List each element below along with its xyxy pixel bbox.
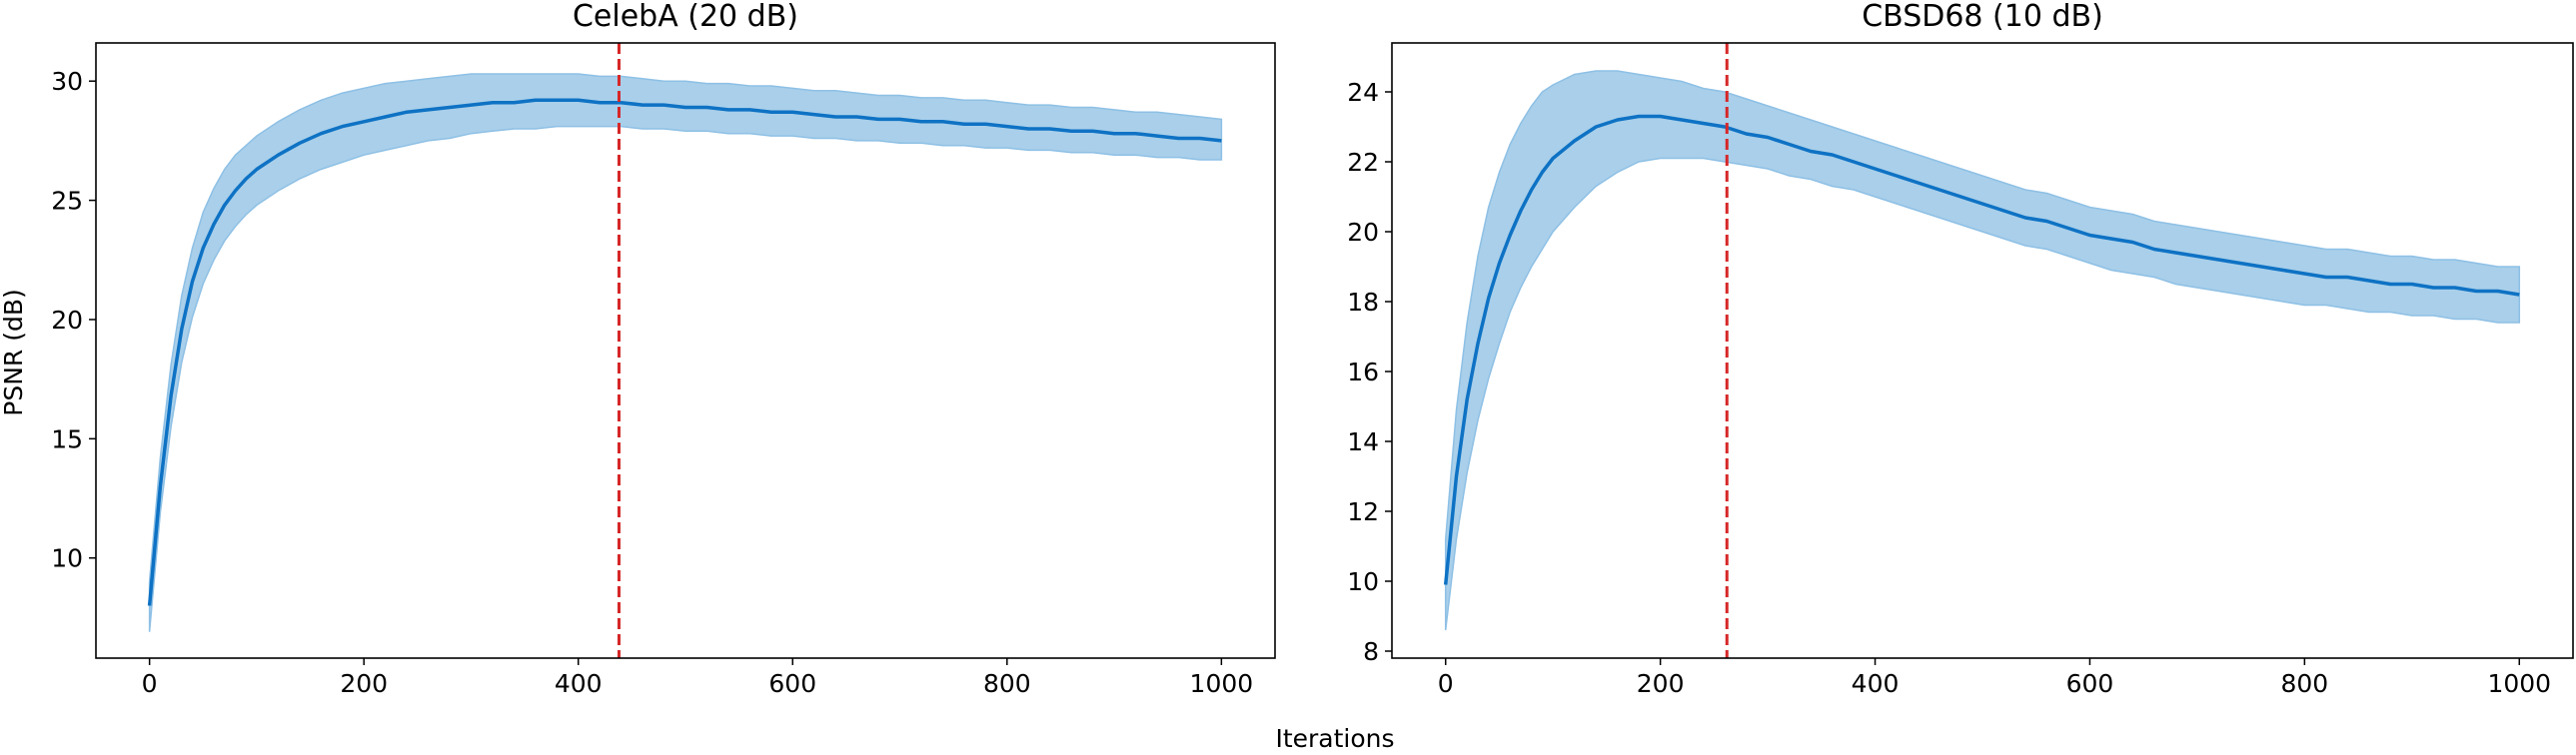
mean-psnr-line xyxy=(1443,114,2520,585)
x-tick-label: 800 xyxy=(2281,669,2329,698)
x-axis-label: Iterations xyxy=(1275,724,1394,753)
y-tick-label: 30 xyxy=(51,67,83,96)
y-tick-label: 16 xyxy=(1347,358,1379,386)
y-tick-label: 18 xyxy=(1347,288,1379,317)
x-tick-label: 400 xyxy=(555,669,603,698)
plot-panel-celeba: CelebA (20 dB) 0 200 400 600 800 1000 10 15 20 25… xyxy=(51,0,1276,698)
plot-panel-cbsd68: CBSD68 (10 dB) 0 200 400 600 800 1000 8 10 12 14 1… xyxy=(1347,0,2574,698)
x-tick-label: 0 xyxy=(142,669,158,698)
y-tick-label: 10 xyxy=(51,544,83,573)
x-tick-label: 0 xyxy=(1438,669,1454,698)
x-tick-label: 600 xyxy=(2066,669,2114,698)
y-axis-label: PSNR (dB) xyxy=(0,289,28,416)
y-tick-label: 14 xyxy=(1347,427,1379,456)
x-tick-label: 600 xyxy=(768,669,816,698)
x-tick-label: 200 xyxy=(1637,669,1685,698)
confidence-band xyxy=(1444,70,2521,631)
confidence-band xyxy=(148,73,1223,632)
panel-title: CBSD68 (10 dB) xyxy=(1862,0,2103,34)
panel-title: CelebA (20 dB) xyxy=(573,0,798,34)
y-tick-label: 15 xyxy=(51,424,83,453)
y-tick-label: 8 xyxy=(1363,637,1379,666)
mean-psnr-line xyxy=(147,98,1222,606)
axes-frame xyxy=(95,42,1276,659)
y-tick-label: 22 xyxy=(1347,148,1379,177)
y-tick-label: 20 xyxy=(51,306,83,335)
axes-frame xyxy=(1391,42,2574,659)
x-tick-label: 1000 xyxy=(1190,669,1254,698)
x-tick-label: 200 xyxy=(340,669,388,698)
y-tick-label: 24 xyxy=(1347,78,1379,107)
y-tick-label: 12 xyxy=(1347,497,1379,526)
x-tick-label: 1000 xyxy=(2487,669,2551,698)
y-tick-label: 25 xyxy=(51,187,83,216)
x-tick-label: 400 xyxy=(1852,669,1900,698)
y-tick-label: 10 xyxy=(1347,567,1379,596)
x-tick-label: 800 xyxy=(983,669,1031,698)
y-tick-label: 20 xyxy=(1347,218,1379,247)
